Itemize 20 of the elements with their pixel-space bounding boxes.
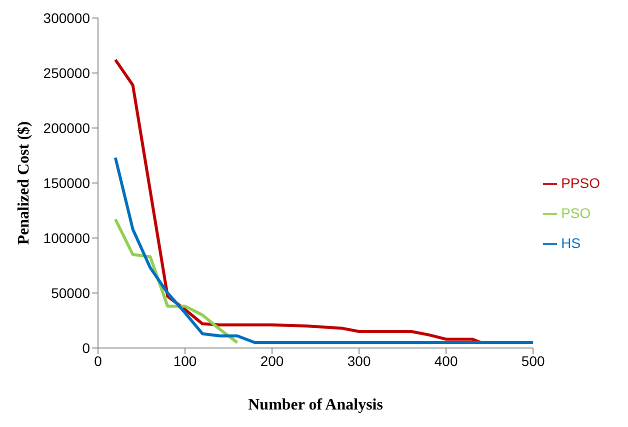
legend-label: PSO [561, 205, 591, 221]
y-tick-label: 300000 [43, 10, 90, 26]
x-tick-label: 400 [434, 352, 458, 369]
x-tick-label: 300 [347, 352, 371, 369]
y-tick-label: 100000 [43, 230, 90, 246]
y-tick-label: 50000 [51, 284, 90, 301]
x-tick-label: 100 [173, 352, 197, 369]
y-tick-label: 200000 [43, 120, 90, 136]
legend-label: HS [561, 235, 581, 251]
y-axis-title: Penalized Cost ($) [16, 121, 33, 245]
x-tick-label: 200 [260, 352, 284, 369]
x-tick-label: 500 [521, 352, 545, 369]
x-tick-label: 0 [94, 352, 102, 369]
legend-label: PPSO [561, 175, 600, 191]
y-tick-label: 0 [82, 340, 90, 356]
line-series [114, 156, 534, 344]
y-tick-label: 250000 [43, 64, 90, 81]
line-series [114, 58, 482, 344]
x-axis-title: Number of Analysis [248, 396, 383, 414]
y-tick-label: 150000 [43, 174, 90, 191]
